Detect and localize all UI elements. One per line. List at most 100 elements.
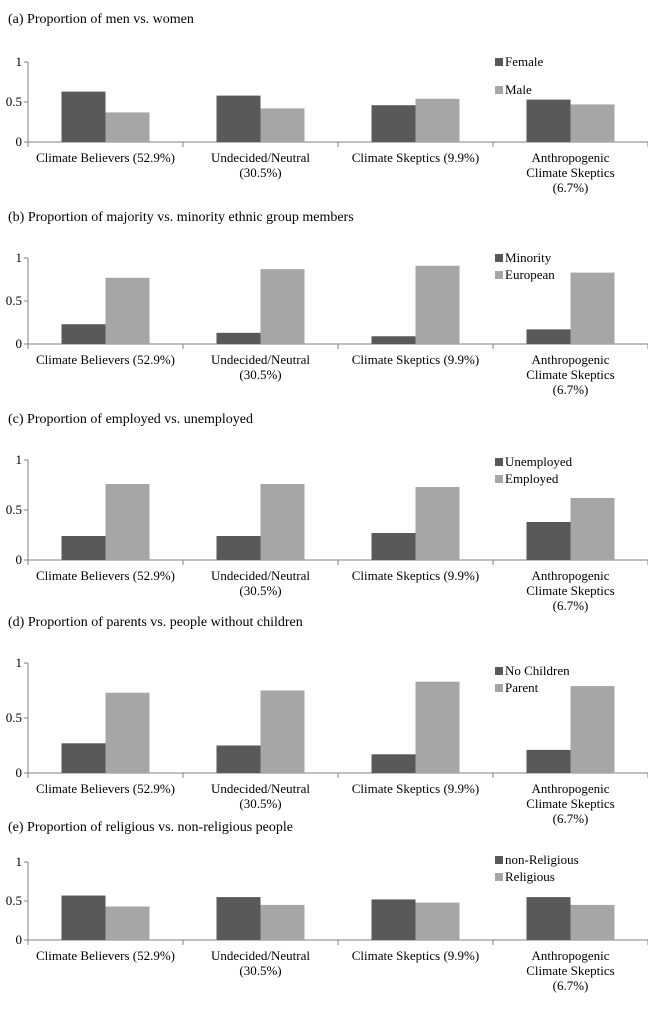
legend-label: No Children xyxy=(505,663,570,678)
bar xyxy=(260,904,305,940)
chart-title: (c) Proportion of employed vs. unemploye… xyxy=(8,412,253,427)
bar xyxy=(526,99,571,142)
legend-swatch xyxy=(495,458,503,466)
bar xyxy=(61,324,106,344)
bar xyxy=(105,277,150,344)
x-tick-label: Undecided/Neutral (30.5%) xyxy=(211,568,310,598)
legend-swatch xyxy=(495,667,503,675)
chart-title: (d) Proportion of parents vs. people wit… xyxy=(8,615,303,630)
bar xyxy=(570,272,615,344)
bar xyxy=(105,484,150,560)
bar xyxy=(371,336,416,344)
legend-swatch xyxy=(495,58,503,66)
x-tick-label: Climate Skeptics (9.9%) xyxy=(351,568,480,583)
bar xyxy=(216,332,261,344)
x-tick-label: Climate Believers (52.9%) xyxy=(36,150,175,165)
bar xyxy=(105,906,150,940)
y-tick-label: 1 xyxy=(15,54,23,69)
x-tick-label: Anthropogenic Climate Skeptics (6.7%) xyxy=(526,568,615,613)
bar xyxy=(216,95,261,142)
y-tick-label: 1 xyxy=(15,452,23,467)
bar xyxy=(216,897,261,940)
x-tick-label: Climate Believers (52.9%) xyxy=(36,781,175,796)
legend-label: Religious xyxy=(505,869,555,884)
x-tick-label: Climate Believers (52.9%) xyxy=(36,352,175,367)
bar xyxy=(570,104,615,142)
legend-swatch xyxy=(495,271,503,279)
bar xyxy=(526,329,571,344)
legend-label: Unemployed xyxy=(505,454,573,469)
y-tick-label: 1 xyxy=(15,854,23,869)
legend-label: Female xyxy=(505,54,544,69)
bar xyxy=(526,749,571,773)
chart-title: (e) Proportion of religious vs. non-reli… xyxy=(8,820,294,835)
legend-swatch xyxy=(495,873,503,881)
legend-label: Male xyxy=(505,82,532,97)
x-tick-label: Anthropogenic Climate Skeptics (6.7%) xyxy=(526,948,615,993)
bar xyxy=(570,498,615,560)
bar xyxy=(61,91,106,142)
bar xyxy=(415,487,460,560)
bar xyxy=(260,690,305,773)
bar xyxy=(216,536,261,560)
chart-title: (a) Proportion of men vs. women xyxy=(8,12,194,27)
legend-label: Parent xyxy=(505,680,539,695)
bar xyxy=(570,904,615,940)
legend-swatch xyxy=(495,254,503,262)
y-tick-label: 0.5 xyxy=(5,293,22,308)
bar xyxy=(61,743,106,773)
legend-swatch xyxy=(495,856,503,864)
x-tick-label: Climate Skeptics (9.9%) xyxy=(351,781,480,796)
bar xyxy=(216,745,261,773)
bar xyxy=(371,899,416,940)
bar xyxy=(260,484,305,560)
y-tick-label: 0.5 xyxy=(5,502,22,517)
x-tick-label: Climate Skeptics (9.9%) xyxy=(351,150,480,165)
bar xyxy=(61,895,106,940)
legend-label: Minority xyxy=(505,250,552,265)
y-tick-label: 0 xyxy=(15,552,23,567)
bar xyxy=(526,897,571,940)
y-tick-label: 0.5 xyxy=(5,710,22,725)
x-tick-label: Climate Skeptics (9.9%) xyxy=(351,948,480,963)
bar xyxy=(570,686,615,773)
x-tick-label: Undecided/Neutral (30.5%) xyxy=(211,150,310,180)
legend-swatch xyxy=(495,684,503,692)
y-tick-label: 0 xyxy=(15,336,23,351)
x-tick-label: Undecided/Neutral (30.5%) xyxy=(211,781,310,811)
bar xyxy=(260,108,305,142)
bar xyxy=(415,265,460,344)
x-tick-label: Climate Believers (52.9%) xyxy=(36,568,175,583)
bar xyxy=(415,681,460,773)
bar xyxy=(415,902,460,940)
x-tick-label: Anthropogenic Climate Skeptics (6.7%) xyxy=(526,150,615,195)
y-tick-label: 1 xyxy=(15,250,23,265)
legend-label: non-Religious xyxy=(505,852,579,867)
x-tick-label: Climate Believers (52.9%) xyxy=(36,948,175,963)
bar xyxy=(260,269,305,344)
y-tick-label: 1 xyxy=(15,655,23,670)
y-tick-label: 0 xyxy=(15,932,23,947)
y-tick-label: 0 xyxy=(15,134,23,149)
bar xyxy=(61,536,106,560)
chart-title: (b) Proportion of majority vs. minority … xyxy=(8,210,354,225)
legend-swatch xyxy=(495,475,503,483)
bar xyxy=(371,754,416,773)
legend-label: European xyxy=(505,267,555,282)
bar xyxy=(105,112,150,142)
bar xyxy=(105,692,150,773)
x-tick-label: Undecided/Neutral (30.5%) xyxy=(211,948,310,978)
legend-label: Employed xyxy=(505,471,559,486)
bar xyxy=(415,98,460,142)
bar xyxy=(371,105,416,142)
y-tick-label: 0.5 xyxy=(5,893,22,908)
x-tick-label: Undecided/Neutral (30.5%) xyxy=(211,352,310,382)
bar xyxy=(371,533,416,560)
y-tick-label: 0.5 xyxy=(5,94,22,109)
x-tick-label: Anthropogenic Climate Skeptics (6.7%) xyxy=(526,352,615,397)
y-tick-label: 0 xyxy=(15,765,23,780)
x-tick-label: Climate Skeptics (9.9%) xyxy=(351,352,480,367)
x-tick-label: Anthropogenic Climate Skeptics (6.7%) xyxy=(526,781,615,826)
